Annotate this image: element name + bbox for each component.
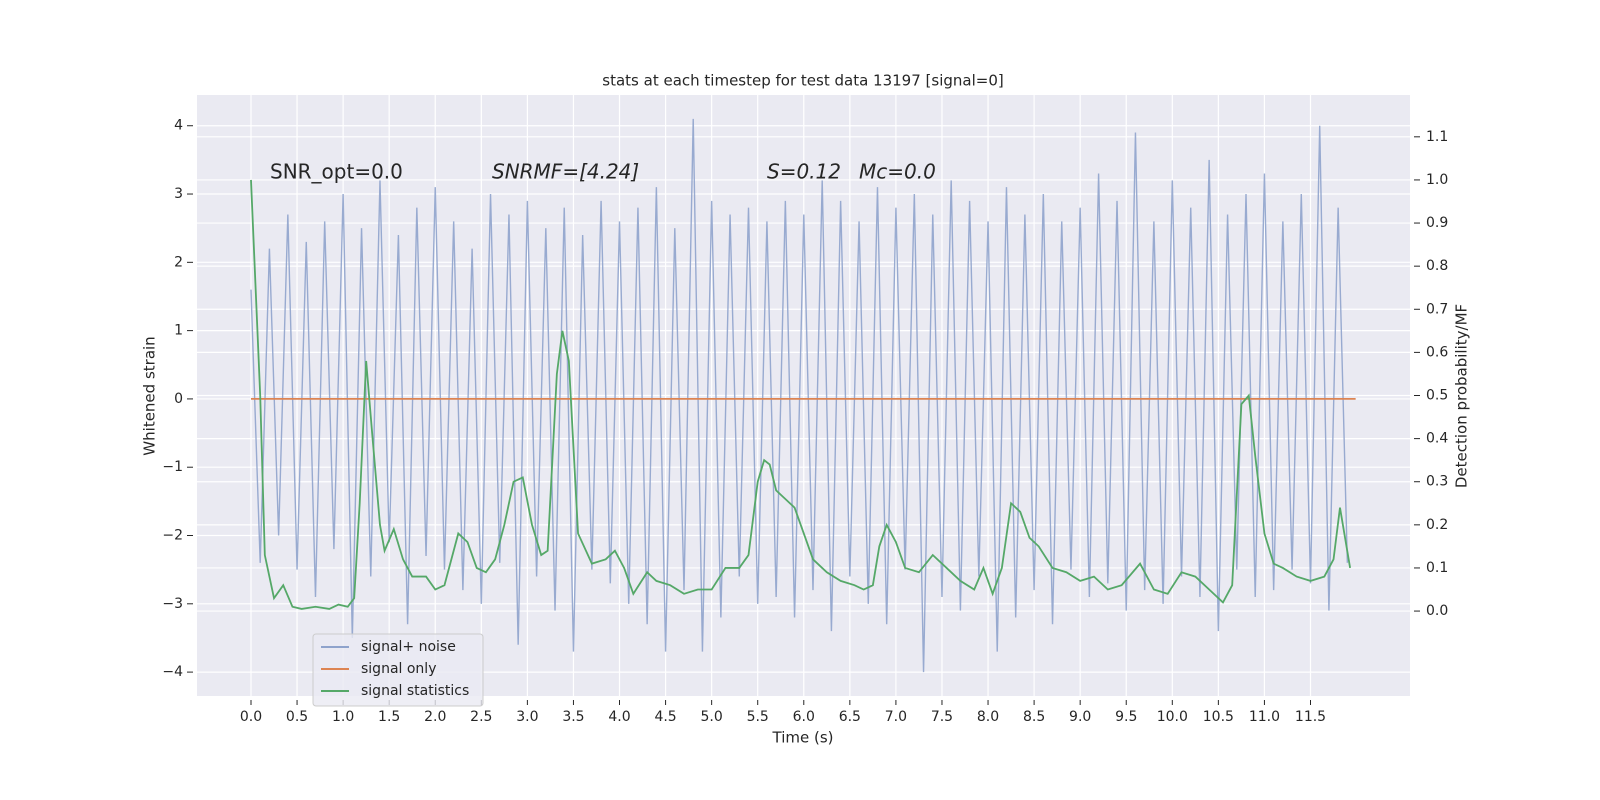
x-tick-label: 1.0 bbox=[332, 709, 354, 725]
y-tick-label: −1 bbox=[162, 459, 183, 475]
x-tick-label: 11.0 bbox=[1249, 709, 1280, 725]
x-tick-label: 2.0 bbox=[424, 709, 446, 725]
y2-tick-label: 0.2 bbox=[1426, 517, 1448, 533]
x-tick-label: 8.5 bbox=[1023, 709, 1045, 725]
x-tick-label: 10.0 bbox=[1157, 709, 1188, 725]
y-axis-label: Whitened strain bbox=[141, 336, 159, 455]
y-tick-label: 2 bbox=[174, 254, 183, 270]
x-tick-label: 8.0 bbox=[977, 709, 999, 725]
x-tick-label: 3.0 bbox=[516, 709, 538, 725]
annotation: SNR_opt=0.0 bbox=[270, 160, 403, 184]
annotation: S=0.12 bbox=[767, 160, 841, 184]
series-line bbox=[250, 118, 1349, 673]
x-tick-label: 7.5 bbox=[931, 709, 953, 725]
series-line bbox=[250, 179, 1351, 610]
legend-label: signal only bbox=[361, 661, 436, 677]
y2-tick-label: 0.9 bbox=[1426, 215, 1448, 231]
y2-tick-label: 0.1 bbox=[1426, 560, 1448, 576]
labels: 0.0 0.5 1.0 1.5 2.0 2.5 3.0 3.5 4.0 4.5 5.0 5.5 6.0 6… bbox=[162, 118, 1448, 725]
x-tick-label: 9.0 bbox=[1069, 709, 1091, 725]
legend-label: signal statistics bbox=[361, 683, 469, 699]
x-tick-label: 11.5 bbox=[1295, 709, 1326, 725]
x-tick-label: 5.5 bbox=[747, 709, 769, 725]
x-tick-label: 1.5 bbox=[378, 709, 400, 725]
y2-tick-label: 0.0 bbox=[1426, 603, 1448, 619]
x-axis-label: Time (s) bbox=[772, 729, 834, 747]
x-tick-label: 10.5 bbox=[1203, 709, 1234, 725]
y2-tick-label: 0.8 bbox=[1426, 258, 1448, 274]
legend-label: signal+ noise bbox=[361, 639, 456, 655]
y2-tick-label: 0.6 bbox=[1426, 344, 1448, 360]
x-tick-label: 2.5 bbox=[470, 709, 492, 725]
y2-tick-label: 0.7 bbox=[1426, 301, 1448, 317]
legend: signal+ noise signal only signal statistic… bbox=[312, 633, 484, 707]
x-tick-label: 5.0 bbox=[701, 709, 723, 725]
x-tick-label: 9.5 bbox=[1115, 709, 1137, 725]
y-tick-label: 1 bbox=[174, 323, 183, 339]
y2-tick-label: 0.5 bbox=[1426, 388, 1448, 404]
marks bbox=[250, 118, 1356, 673]
y-tick-label: 0 bbox=[174, 391, 183, 407]
x-tick-label: 4.0 bbox=[608, 709, 630, 725]
x-tick-label: 0.0 bbox=[240, 709, 262, 725]
annotation: SNRMF=[4.24] bbox=[492, 160, 639, 184]
annotation: Mc=0.0 bbox=[859, 160, 936, 184]
x-tick-label: 6.0 bbox=[793, 709, 815, 725]
x-tick-label: 3.5 bbox=[562, 709, 584, 725]
y-tick-label: −3 bbox=[162, 596, 183, 612]
chart-title: stats at each timestep for test data 131… bbox=[602, 72, 1003, 90]
y2-axis-label: Detection probability/MF bbox=[1453, 304, 1471, 488]
y2-tick-label: 1.0 bbox=[1426, 172, 1448, 188]
y-tick-label: 4 bbox=[174, 118, 183, 134]
x-tick-label: 7.0 bbox=[885, 709, 907, 725]
legend-box bbox=[312, 633, 484, 707]
x-tick-label: 6.5 bbox=[839, 709, 861, 725]
x-tick-label: 0.5 bbox=[286, 709, 308, 725]
y2-tick-label: 0.4 bbox=[1426, 431, 1448, 447]
y-tick-label: −4 bbox=[162, 664, 183, 680]
x-tick-label: 4.5 bbox=[654, 709, 676, 725]
y2-tick-label: 1.1 bbox=[1426, 129, 1448, 145]
y2-tick-label: 0.3 bbox=[1426, 474, 1448, 490]
y-tick-label: 3 bbox=[174, 186, 183, 202]
y-tick-label: −2 bbox=[162, 528, 183, 544]
